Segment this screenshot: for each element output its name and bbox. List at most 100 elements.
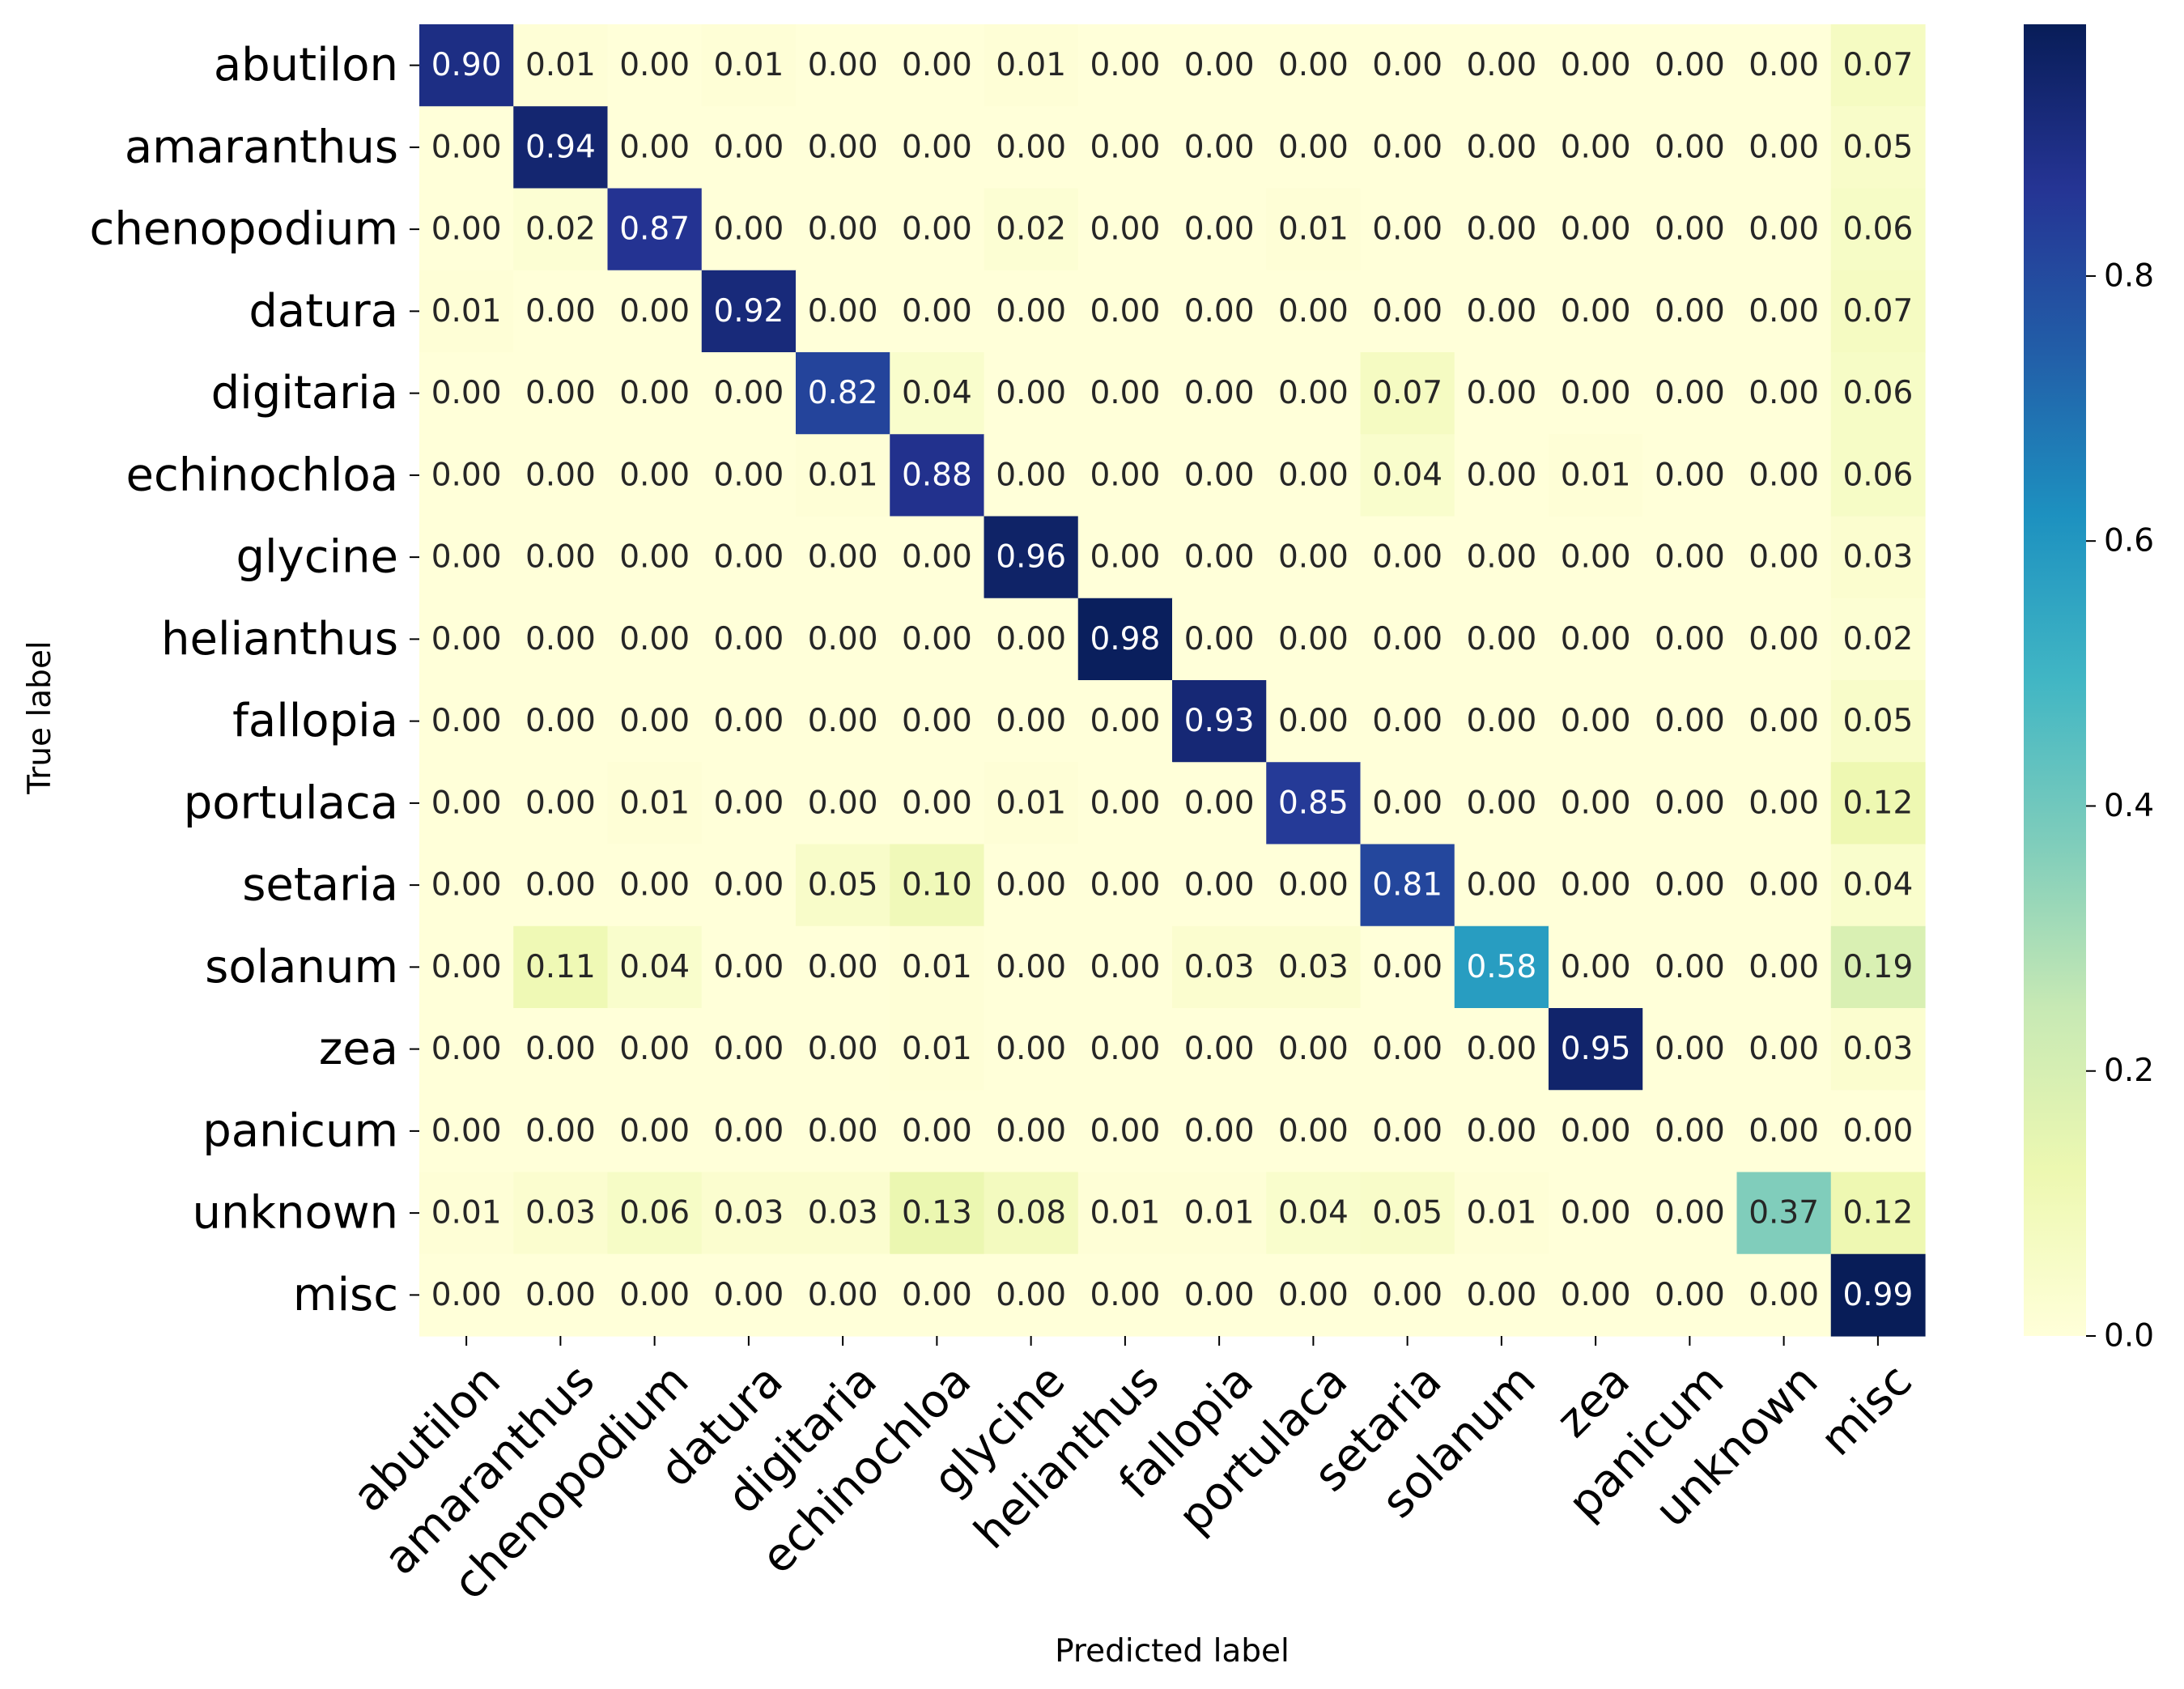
cell-value-label: 0.00 (525, 785, 596, 821)
heatmap-cell (796, 352, 890, 435)
heatmap-cell (796, 434, 890, 517)
heatmap-cell (607, 270, 703, 353)
heatmap-cell (513, 925, 609, 1009)
cell-value-label: 0.88 (902, 457, 972, 493)
heatmap-cell (1549, 680, 1643, 763)
cell-value-label: 0.95 (1561, 1031, 1631, 1067)
cell-value-label: 0.00 (1655, 621, 1725, 657)
cell-value-label: 0.00 (1466, 211, 1536, 248)
cell-value-label: 0.00 (713, 539, 784, 576)
heatmap-cell (607, 1172, 703, 1255)
heatmap-cell (1642, 352, 1738, 435)
heatmap-cell (1549, 925, 1643, 1009)
heatmap-cell (984, 24, 1079, 107)
cell-value-label: 0.00 (1372, 1113, 1443, 1149)
heatmap-cell (419, 24, 514, 107)
cell-value-label: 0.87 (619, 211, 690, 248)
cell-value-label: 0.00 (713, 375, 784, 411)
heatmap-cell (701, 1090, 797, 1173)
heatmap-cell (1077, 188, 1173, 271)
cell-value-label: 0.00 (1372, 1031, 1443, 1067)
heatmap-cell (1736, 1172, 1832, 1255)
cell-value-label: 0.01 (619, 785, 690, 821)
heatmap-cell (1642, 434, 1738, 517)
heatmap-cell (890, 24, 985, 107)
heatmap-cell (1266, 762, 1362, 845)
cell-value-label: 0.00 (1466, 47, 1536, 83)
heatmap-cell (1642, 598, 1738, 681)
heatmap-cell (419, 434, 514, 517)
cell-value-label: 0.00 (1655, 785, 1725, 821)
cell-value-label: 0.00 (996, 703, 1066, 739)
heatmap-cell (1266, 516, 1362, 599)
heatmap-cell (701, 762, 797, 845)
cell-value-label: 0.00 (1090, 1031, 1160, 1067)
cell-value-label: 0.00 (1278, 1113, 1349, 1149)
y-tick-label: helianthus (161, 613, 398, 666)
cell-value-label: 0.00 (1090, 211, 1160, 248)
heatmap-cell (890, 188, 985, 271)
cell-value-label: 0.00 (902, 621, 972, 657)
cell-value-label: 0.00 (1655, 949, 1725, 985)
cell-value-label: 0.00 (1184, 47, 1255, 83)
x-axis-title: Predicted label (1055, 1633, 1290, 1670)
cell-value-label: 0.00 (1184, 211, 1255, 248)
heatmap-cell (513, 188, 609, 271)
cell-value-label: 0.00 (902, 539, 972, 576)
heatmap-cell (1266, 352, 1362, 435)
y-tick-label: panicum (202, 1104, 398, 1157)
heatmap-cell (1642, 106, 1738, 189)
cell-value-label: 0.00 (619, 1277, 690, 1313)
heatmap-cell (1549, 1008, 1643, 1091)
cell-value-label: 0.00 (1561, 47, 1631, 83)
heatmap-cell (1454, 1090, 1549, 1173)
heatmap-cell (1077, 1172, 1173, 1255)
cell-value-label: 0.00 (1561, 211, 1631, 248)
heatmap-cell (419, 680, 514, 763)
heatmap-cell (701, 1008, 797, 1091)
cell-value-label: 0.00 (1278, 1031, 1349, 1067)
cell-value-label: 0.00 (1278, 375, 1349, 411)
cell-value-label: 0.00 (525, 867, 596, 904)
cell-value-label: 0.00 (1748, 293, 1819, 330)
heatmap-cell (513, 434, 609, 517)
cell-value-label: 0.00 (1090, 539, 1160, 576)
y-tick-label: chenopodium (90, 203, 398, 256)
heatmap-cell (1830, 925, 1926, 1009)
cell-value-label: 0.00 (1748, 47, 1819, 83)
heatmap-cell (1077, 434, 1173, 517)
cell-value-label: 0.00 (1561, 129, 1631, 165)
cell-value-label: 0.00 (1748, 1031, 1819, 1067)
colorbar-tick-label: 0.2 (2104, 1053, 2154, 1089)
y-tick-label: glycine (236, 531, 398, 584)
cell-value-label: 0.00 (1748, 1277, 1819, 1313)
cell-value-label: 0.00 (431, 785, 502, 821)
heatmap-cell (890, 516, 985, 599)
heatmap-cell (1549, 188, 1643, 271)
cell-value-label: 0.00 (902, 785, 972, 821)
heatmap-cell (1172, 516, 1267, 599)
heatmap-cell (1360, 1253, 1455, 1337)
heatmap-cell (984, 844, 1079, 927)
heatmap-cell (1736, 352, 1832, 435)
heatmap-cell (1360, 680, 1455, 763)
x-axis-ticks: abutilonamaranthuschenopodiumdaturadigit… (343, 1336, 1923, 1610)
cell-value-label: 0.00 (1372, 293, 1443, 330)
heatmap-cell (419, 106, 514, 189)
cell-value-label: 0.00 (996, 949, 1066, 985)
heatmap-cell (1172, 1090, 1267, 1173)
heatmap-cell (1172, 24, 1267, 107)
heatmap-cell (1172, 270, 1267, 353)
cell-value-label: 0.00 (808, 621, 878, 657)
heatmap-cell (1266, 1090, 1362, 1173)
heatmap-cell (1360, 188, 1455, 271)
heatmap-cell (1077, 270, 1173, 353)
y-tick-label: solanum (205, 941, 398, 993)
cell-value-label: 0.82 (808, 375, 878, 411)
cell-value-label: 0.00 (713, 1031, 784, 1067)
cell-value-label: 0.00 (1748, 129, 1819, 165)
cell-value-label: 0.00 (1748, 1113, 1819, 1149)
cell-value-label: 0.00 (525, 539, 596, 576)
heatmap-cell (607, 598, 703, 681)
heatmap-cell (513, 352, 609, 435)
